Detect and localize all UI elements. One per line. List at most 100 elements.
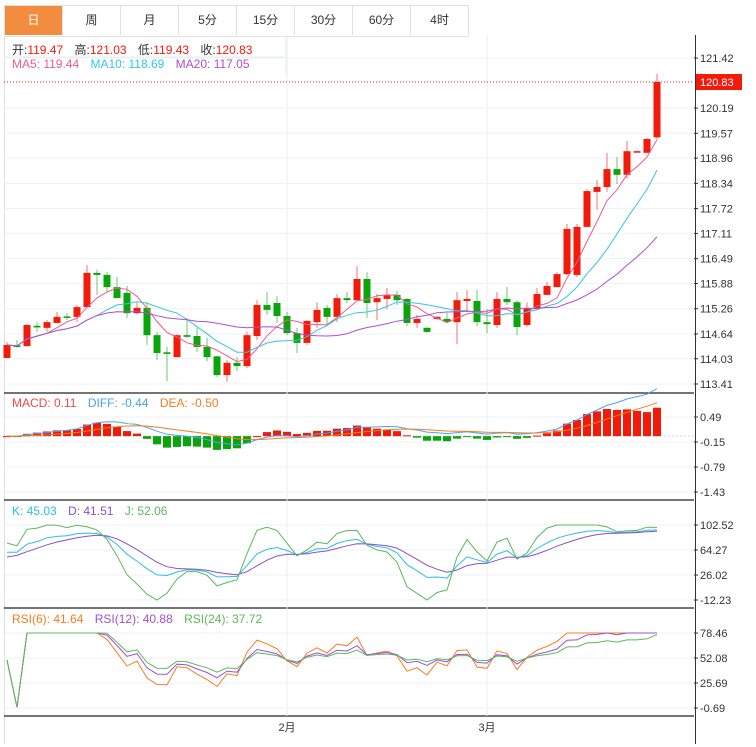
- macd-bar: [163, 436, 171, 448]
- d-line: [6, 530, 658, 576]
- candle-body: [113, 287, 121, 299]
- macd-bar: [523, 436, 531, 438]
- macd-bar: [103, 423, 111, 437]
- candle: [213, 355, 221, 378]
- rsi24-line: [6, 632, 658, 708]
- macd-bar: [343, 428, 351, 437]
- macd-tick-label: 0.49: [700, 412, 721, 424]
- candle-body: [173, 335, 181, 358]
- current-price-badge: [696, 74, 742, 91]
- tab-60min[interactable]: 60分: [353, 6, 411, 35]
- candle-body: [643, 138, 651, 153]
- candle-body: [213, 356, 221, 376]
- candle: [243, 331, 251, 369]
- open-label: 开:: [12, 43, 28, 57]
- price-tick-label: 118.96: [700, 153, 733, 165]
- macd-bar: [183, 436, 191, 447]
- ma20-line: [6, 236, 658, 347]
- candle: [513, 300, 521, 336]
- macd-bar: [3, 436, 11, 438]
- candle-body: [533, 294, 541, 310]
- candle: [573, 224, 581, 277]
- candle-body: [543, 285, 551, 295]
- candle-body: [93, 272, 101, 275]
- candle: [153, 331, 161, 360]
- candle: [543, 281, 551, 295]
- candle: [603, 152, 611, 192]
- candle-body: [293, 333, 301, 343]
- macd-bar: [133, 433, 141, 437]
- rsi6-line: [6, 632, 657, 708]
- tab-30min[interactable]: 30分: [295, 6, 353, 35]
- macd-bar: [123, 431, 131, 437]
- candle: [353, 265, 361, 301]
- kdj-tick-label: 102.52: [700, 520, 734, 532]
- macd-bar: [633, 410, 641, 437]
- candle: [63, 313, 71, 321]
- kdj-tick-label: 26.02: [700, 570, 728, 582]
- candle: [653, 73, 661, 139]
- tab-5min[interactable]: 5分: [179, 6, 237, 35]
- macd-bar: [543, 433, 551, 437]
- kdj-tick-label: 64.27: [700, 545, 728, 557]
- dea-line: [6, 402, 658, 441]
- candle: [23, 324, 31, 347]
- macd-bar: [503, 436, 511, 438]
- candle: [373, 294, 381, 321]
- macd-bar: [593, 411, 601, 437]
- macd-bar: [463, 436, 471, 438]
- candle-body: [493, 298, 501, 325]
- candle-body: [233, 362, 241, 367]
- candle-body: [483, 322, 491, 325]
- macd-bar: [263, 432, 271, 437]
- macd-bar: [273, 430, 281, 437]
- rsi-tick-label: 78.46: [700, 628, 728, 640]
- candle: [313, 302, 321, 328]
- candle: [423, 327, 431, 334]
- price-tick-label: 116.49: [700, 254, 733, 266]
- macd-bar: [623, 409, 631, 437]
- candle: [523, 302, 531, 328]
- candle: [133, 302, 141, 315]
- macd-bar: [383, 429, 391, 437]
- k-value: K: 45.03: [12, 504, 57, 518]
- macd-bar: [613, 409, 621, 437]
- candle-body: [633, 151, 641, 153]
- candle-body: [253, 305, 261, 336]
- candle-body: [183, 335, 191, 337]
- high-value: 121.03: [89, 43, 127, 57]
- tab-day[interactable]: 日: [5, 6, 63, 35]
- ma10-legend: MA10: 118.69: [90, 57, 165, 71]
- candle-body: [143, 307, 151, 336]
- d-value: D: 41.51: [68, 504, 114, 518]
- j-line: [6, 524, 658, 601]
- tab-week[interactable]: 周: [63, 6, 121, 35]
- x-axis-label: 3月: [478, 722, 495, 734]
- chart-frame: [4, 35, 696, 744]
- kdj-tick-label: -12.23: [700, 595, 731, 607]
- macd-bar: [283, 431, 291, 437]
- j-value: J: 52.06: [124, 504, 168, 518]
- macd-bar: [43, 431, 51, 437]
- rsi-tick-label: -0.69: [700, 703, 725, 715]
- macd-bar: [393, 431, 401, 437]
- candle-body: [23, 324, 31, 347]
- candle-body: [383, 294, 391, 299]
- candle: [3, 342, 11, 358]
- tab-15min[interactable]: 15分: [237, 6, 295, 35]
- candle-body: [413, 318, 421, 323]
- macd-bar: [423, 436, 431, 441]
- rsi-tick-label: 25.69: [700, 678, 728, 690]
- candle: [223, 359, 231, 382]
- candle: [443, 313, 451, 323]
- candle-body: [203, 346, 211, 358]
- candle-body: [343, 298, 351, 301]
- candle-body: [83, 272, 91, 308]
- macd-bar: [333, 428, 341, 437]
- candle-body: [593, 187, 601, 192]
- tab-4hour[interactable]: 4时: [411, 6, 469, 35]
- candle-body: [393, 294, 401, 301]
- tab-month[interactable]: 月: [121, 6, 179, 35]
- price-tick-label: 113.41: [700, 379, 733, 391]
